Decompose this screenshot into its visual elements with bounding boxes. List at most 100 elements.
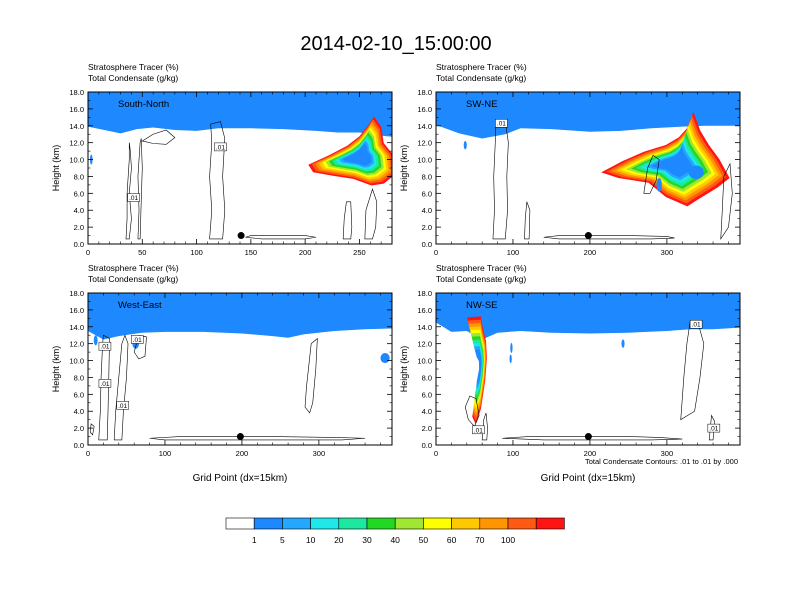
location-marker [237,232,245,240]
colorbar-label: 5 [280,535,285,545]
x-tick-label: 300 [313,449,326,458]
panel-2: .01 SW-NE 0.0 2.0 4.0 6.0 8.0 10.0 12.0 14.0 16.0 1… [399,62,741,257]
colorbar-label: 20 [334,535,344,545]
tracer-field [436,92,740,241]
colorbar-swatch [253,517,283,530]
y-tick-label: 2.0 [422,424,432,433]
colorbar-swatch [366,517,396,530]
tracer-blob [93,335,98,346]
y-tick-label: 16.0 [417,306,432,315]
x-axis-label: Grid Point (dx=15km) [193,473,288,484]
condensate-contour [141,129,176,145]
colorbar: 1 5 10 20 30 40 50 60 70 100 [225,517,565,545]
y-tick-label: 6.0 [422,390,432,399]
y-tick-label: 4.0 [74,206,84,215]
colorbar-label: 10 [306,535,316,545]
panel-title-line1: Stratosphere Tracer (%) [88,263,179,273]
contour-label: .01 [133,337,142,344]
condensate-contour [89,423,95,436]
y-tick-label: 12.0 [417,340,432,349]
contour-label: .01 [474,427,483,434]
colorbar-label: 100 [501,535,515,545]
x-tick-label: 0 [86,248,90,257]
colorbar-label: 30 [362,535,372,545]
condensate-contour [680,321,705,421]
contour-label-box [472,425,485,435]
tracer-plume [474,349,482,386]
tracer-band [436,293,740,340]
y-tick-label: 0.0 [74,240,84,249]
contour-label-box [707,423,721,433]
location-marker [584,232,592,240]
panel-1: .01 .01 South-North 0.0 2.0 4.0 6.0 8.0 10.0 12.0… [51,62,393,257]
tracer-blob [380,352,390,364]
y-tick-label: 0.0 [422,240,432,249]
tracer-field [88,92,392,240]
y-tick-label: 14.0 [417,122,432,131]
y-axis-label: Height (km) [399,346,409,393]
x-tick-label: 0 [434,248,438,257]
condensate-contour [113,334,129,441]
contour-label: .01 [129,195,138,202]
condensate-contour [502,436,683,441]
condensate-contour [643,154,660,194]
y-tick-label: 8.0 [422,172,432,181]
x-tick-label: 250 [353,248,366,257]
colorbar-swatch [338,517,368,530]
colorbar-label: 40 [390,535,400,545]
x-tick-label: 200 [236,449,249,458]
y-tick-label: 8.0 [422,373,432,382]
condensate-contour [364,188,378,240]
x-tick-label: 100 [507,248,520,257]
y-tick-label: 2.0 [422,223,432,232]
y-tick-label: 6.0 [422,189,432,198]
y-tick-label: 6.0 [74,390,84,399]
panel-4: .01 .01 .01 NW-SE 0.0 2.0 4.0 6.0 8.0 10.0 12.0 14.… [399,263,741,484]
y-axis-label: Height (km) [399,145,409,192]
tracer-band [88,293,392,340]
section-label: SW-NE [466,99,498,110]
contour-label-box [98,341,112,351]
x-tick-label: 100 [507,449,520,458]
page-title: 2014-02-10_15:00:00 [300,33,491,55]
y-tick-label: 16.0 [69,105,84,114]
x-tick-label: 150 [245,248,258,257]
location-marker [584,433,592,441]
tracer-plume [651,146,694,178]
contour-footnote: Total Condensate Contours: .01 to .01 by… [585,457,738,466]
y-tick-label: 10.0 [417,156,432,165]
panel-title-line2: Total Condensate (g/kg) [88,73,178,83]
y-tick-label: 12.0 [69,340,84,349]
contour-label: .01 [100,381,109,388]
contour-label-box [495,118,508,128]
colorbar-swatch [394,517,424,530]
y-tick-label: 8.0 [74,172,84,181]
panel-title-line2: Total Condensate (g/kg) [88,274,178,284]
colorbar-label: 60 [447,535,457,545]
section-label: West-East [118,300,162,311]
panels: .01 .01 South-North 0.0 2.0 4.0 6.0 8.0 10.0 12.0… [51,62,741,484]
colorbar-swatch [310,517,340,530]
condensate-contour [481,412,488,441]
y-tick-label: 4.0 [422,407,432,416]
y-tick-label: 6.0 [74,189,84,198]
condensate-contour [708,414,715,441]
y-tick-label: 18.0 [69,289,84,298]
y-tick-label: 18.0 [417,88,432,97]
y-tick-label: 16.0 [417,105,432,114]
y-tick-label: 8.0 [74,373,84,382]
tracer-blob [688,165,704,179]
colorbar-swatch [225,517,255,530]
tracer-blob [510,342,513,353]
condensate-contour [464,395,480,427]
x-tick-label: 200 [584,248,597,257]
panel-title-line1: Stratosphere Tracer (%) [88,62,179,72]
condensate-contour [304,337,318,414]
tracer-field [436,293,740,441]
panel-title-line1: Stratosphere Tracer (%) [436,263,527,273]
tracer-band [88,92,392,137]
section-label: South-North [118,99,169,110]
tracer-field [88,293,392,441]
x-tick-label: 200 [584,449,597,458]
